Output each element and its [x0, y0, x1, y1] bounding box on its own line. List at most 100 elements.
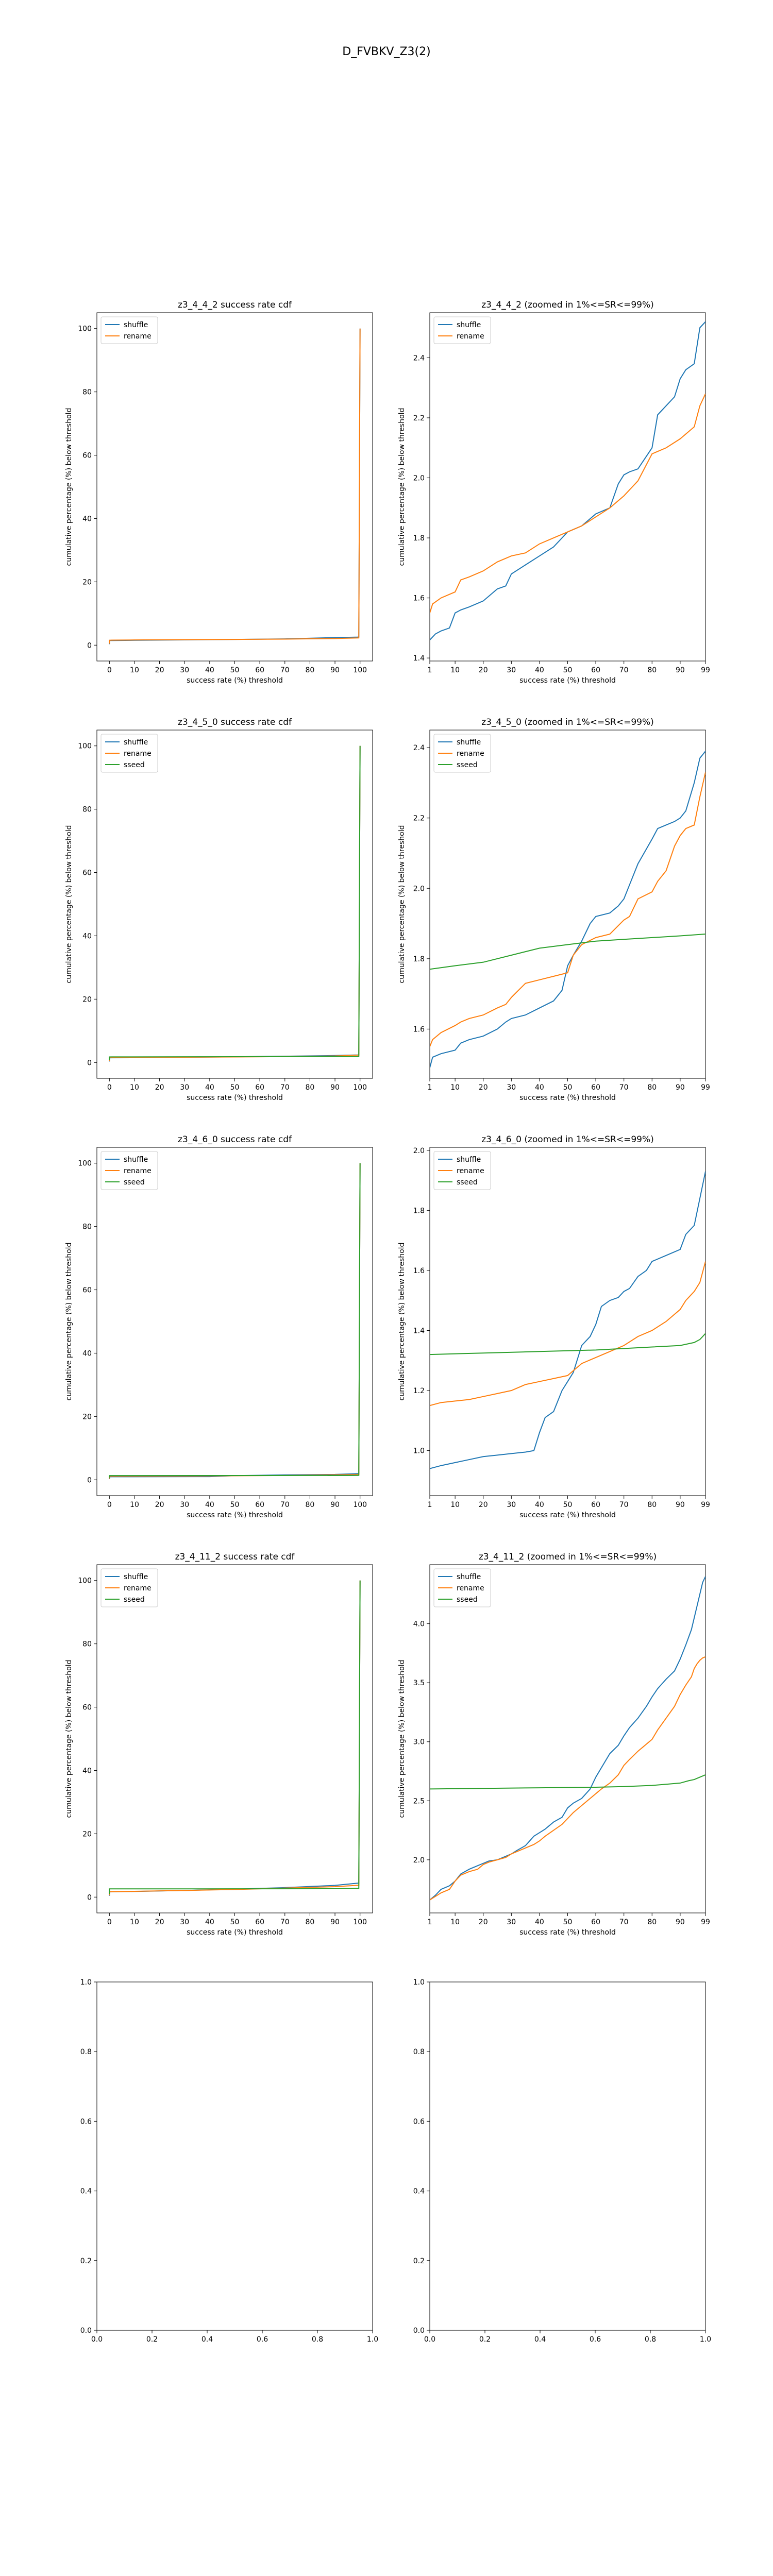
x-tick-label: 20: [479, 666, 488, 674]
legend-entry: shuffle: [124, 1573, 148, 1581]
series-line-rename: [430, 772, 705, 1047]
y-tick-label: 0: [87, 641, 92, 650]
axes-frame: [429, 1564, 706, 1913]
y-tick-label: 100: [78, 742, 92, 751]
x-tick-label: 90: [330, 1501, 340, 1509]
series-line-rename: [109, 1580, 361, 1895]
x-tick-label: 80: [647, 1918, 657, 1926]
x-tick-label: 0.6: [590, 2335, 601, 2344]
x-tick-label: 0: [107, 1501, 112, 1509]
y-tick-label: 60: [82, 1286, 92, 1295]
y-axis-label: cumulative percentage (%) below threshol…: [65, 408, 73, 566]
legend-entry: sseed: [124, 761, 145, 769]
x-tick-label: 80: [647, 1501, 657, 1509]
x-tick-label: 100: [353, 1083, 367, 1092]
y-tick-label: 40: [82, 1349, 92, 1358]
y-tick-label: 0.6: [80, 2117, 92, 2126]
y-tick-label: 0.8: [80, 2048, 92, 2056]
legend-entry: rename: [457, 1167, 484, 1175]
y-tick-label: 0.4: [413, 2188, 425, 2196]
x-tick-label: 30: [180, 1501, 189, 1509]
x-tick-label: 50: [563, 1501, 573, 1509]
x-tick-label: 40: [205, 666, 214, 674]
x-tick-label: 0.8: [645, 2335, 656, 2344]
x-tick-label: 0.2: [146, 2335, 158, 2344]
series-line-sseed: [430, 1333, 705, 1355]
x-tick-label: 40: [535, 666, 544, 674]
x-tick-label: 80: [647, 666, 657, 674]
y-tick-label: 1.2: [413, 1387, 425, 1395]
x-tick-label: 40: [205, 1918, 214, 1926]
x-tick-label: 10: [450, 666, 460, 674]
y-axis-label: cumulative percentage (%) below threshol…: [398, 1660, 406, 1818]
x-tick-label: 0: [107, 666, 112, 674]
x-tick-label: 10: [130, 1918, 139, 1926]
x-tick-label: 50: [230, 666, 240, 674]
series-line-sseed: [109, 1580, 361, 1894]
x-axis-label: success rate (%) threshold: [187, 1094, 283, 1102]
x-tick-label: 0.4: [534, 2335, 546, 2344]
y-tick-label: 2.0: [413, 1856, 425, 1865]
x-tick-label: 0: [107, 1918, 112, 1926]
y-tick-label: 0.0: [413, 2327, 425, 2335]
y-tick-label: 40: [82, 932, 92, 940]
x-tick-label: 40: [205, 1501, 214, 1509]
x-tick-label: 99: [701, 1501, 710, 1509]
x-tick-label: 1: [428, 666, 432, 674]
y-tick-label: 1.6: [413, 1025, 425, 1033]
x-tick-label: 90: [676, 1918, 685, 1926]
x-tick-label: 60: [591, 1501, 600, 1509]
x-tick-label: 20: [479, 1918, 488, 1926]
y-tick-label: 0.0: [80, 2327, 92, 2335]
legend-entry: shuffle: [124, 738, 148, 747]
y-axis-label: cumulative percentage (%) below threshol…: [65, 1243, 73, 1401]
series-line-rename: [109, 745, 361, 1061]
axes-frame: [96, 312, 373, 662]
legend-entry: sseed: [457, 1596, 478, 1604]
x-tick-label: 90: [330, 1918, 340, 1926]
x-tick-label: 60: [591, 666, 600, 674]
x-tick-label: 1: [428, 1918, 432, 1926]
y-tick-label: 40: [82, 1767, 92, 1775]
y-tick-label: 1.6: [413, 1267, 425, 1275]
y-tick-label: 40: [82, 515, 92, 523]
legend-entry: rename: [457, 750, 484, 758]
chart-panel-1: z3_4_4_2 success rate cdf 0 10 20 30 40 50 60 70…: [65, 300, 373, 685]
legend-entry: rename: [124, 750, 152, 758]
legend-box: [100, 734, 158, 773]
y-tick-label: 100: [78, 1160, 92, 1168]
y-tick-label: 1.4: [413, 654, 425, 663]
x-axis-label: success rate (%) threshold: [519, 1511, 616, 1519]
x-tick-label: 50: [563, 1083, 573, 1092]
x-tick-label: 40: [535, 1501, 544, 1509]
axes-frame: [96, 1147, 373, 1496]
series-line-sseed: [430, 934, 705, 970]
legend-entry: shuffle: [124, 321, 148, 329]
x-tick-label: 40: [535, 1083, 544, 1092]
y-axis-label: cumulative percentage (%) below threshol…: [65, 825, 73, 984]
x-tick-label: 50: [563, 1918, 573, 1926]
x-tick-label: 50: [563, 666, 573, 674]
chart-title: z3_4_4_2 success rate cdf: [178, 300, 292, 310]
y-tick-label: 0: [87, 1893, 92, 1902]
legend-entry: shuffle: [457, 1156, 481, 1164]
axes-frame: [96, 1981, 373, 2331]
axes-frame: [429, 730, 706, 1079]
chart-panel-7: z3_4_11_2 success rate cdf 0 10 20 30 40 50 60 7…: [65, 1552, 373, 1937]
legend-entry: sseed: [124, 1178, 145, 1187]
x-tick-label: 20: [155, 1501, 164, 1509]
legend-entry: sseed: [457, 761, 478, 769]
legend-box: [100, 1151, 158, 1190]
chart-title: z3_4_6_0 (zoomed in 1%<=SR<=99%): [481, 1134, 654, 1145]
x-axis-label: success rate (%) threshold: [519, 1928, 616, 1937]
series-line-shuffle: [109, 745, 361, 1062]
chart-panel-6: z3_4_6_0 (zoomed in 1%<=SR<=99%) 1 10 20 30 4…: [398, 1134, 710, 1519]
x-tick-label: 100: [353, 1918, 367, 1926]
y-tick-label: 1.4: [413, 1327, 425, 1335]
x-tick-label: 10: [130, 1501, 139, 1509]
chart-title: z3_4_5_0 success rate cdf: [178, 717, 292, 727]
x-tick-label: 20: [479, 1083, 488, 1092]
x-tick-label: 60: [255, 666, 264, 674]
x-tick-label: 30: [180, 1918, 189, 1926]
legend-box: [433, 316, 491, 344]
